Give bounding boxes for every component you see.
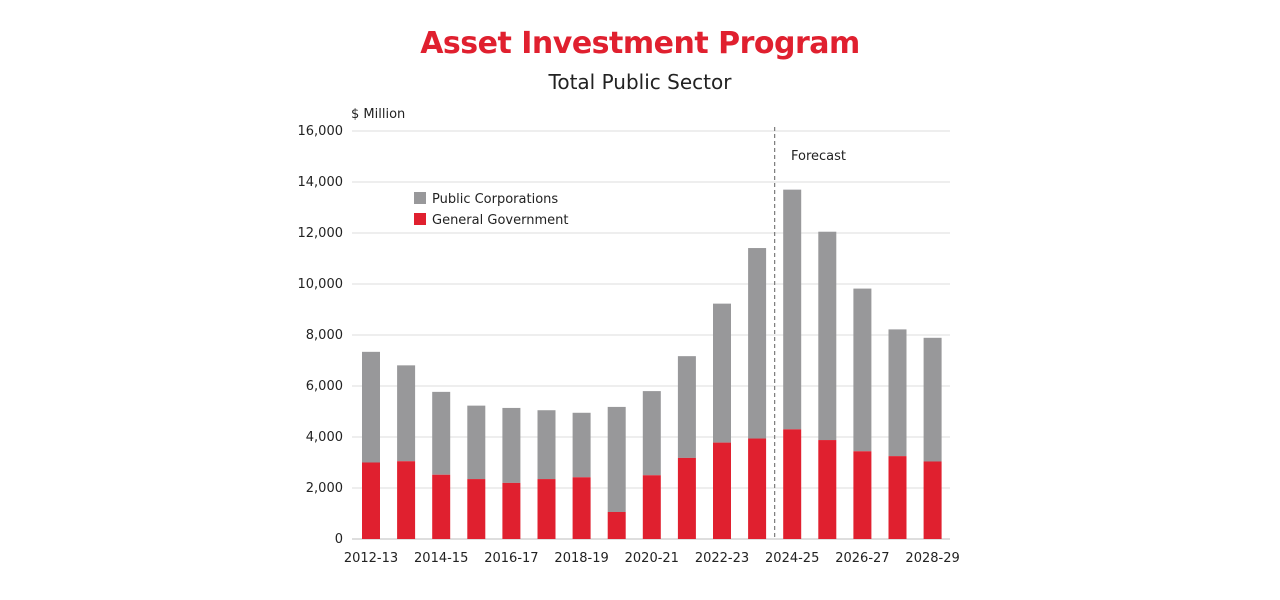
bar-public-corporations: [642, 391, 661, 476]
x-tick-label: 2022-23: [695, 551, 749, 566]
chart-title: Asset Investment Program: [420, 26, 860, 61]
y-tick-label: 14,000: [298, 175, 344, 190]
chart-subtitle: Total Public Sector: [548, 70, 732, 94]
y-tick-label: 0: [335, 532, 343, 547]
bar-general-government: [748, 438, 767, 539]
bar-general-government: [572, 477, 591, 539]
legend-swatch-general-government: [414, 213, 426, 225]
bar-public-corporations: [607, 406, 626, 512]
x-tick-label: 2024-25: [765, 551, 819, 566]
legend-label-public-corporations: Public Corporations: [432, 192, 558, 207]
bar-public-corporations: [853, 288, 872, 452]
bar-general-government: [502, 482, 521, 539]
bar-general-government: [783, 429, 802, 539]
bar-public-corporations: [397, 365, 416, 462]
bar-general-government: [607, 511, 626, 539]
bar-public-corporations: [502, 407, 521, 483]
bar-general-government: [888, 456, 907, 539]
bar-public-corporations: [888, 329, 907, 457]
x-tick-label: 2018-19: [554, 551, 608, 566]
y-tick-label: 10,000: [298, 277, 344, 292]
bar-public-corporations: [572, 412, 591, 478]
bar-public-corporations: [467, 405, 486, 480]
bar-public-corporations: [923, 337, 942, 462]
bar-general-government: [677, 457, 696, 539]
x-tick-label: 2016-17: [484, 551, 538, 566]
y-axis-label: $ Million: [351, 107, 405, 122]
bar-general-government: [397, 461, 416, 539]
y-tick-label: 6,000: [306, 379, 343, 394]
bar-public-corporations: [748, 248, 767, 439]
y-tick-label: 4,000: [306, 430, 343, 445]
x-tick-label: 2014-15: [414, 551, 468, 566]
x-tick-label: 2026-27: [835, 551, 889, 566]
bar-public-corporations: [713, 303, 731, 443]
forecast-annotation: Forecast: [791, 149, 846, 164]
legend-swatch-public-corporations: [414, 192, 426, 204]
bar-general-government: [362, 462, 380, 539]
bar-general-government: [923, 461, 942, 539]
bar-public-corporations: [537, 410, 556, 480]
y-tick-label: 2,000: [306, 481, 343, 496]
bar-general-government: [642, 475, 661, 539]
bar-public-corporations: [783, 189, 802, 430]
x-tick-label: 2028-29: [905, 551, 959, 566]
legend-label-general-government: General Government: [432, 213, 568, 228]
bar-public-corporations: [677, 356, 696, 458]
bar-general-government: [818, 440, 837, 539]
y-tick-label: 12,000: [298, 226, 344, 241]
legend: Public Corporations General Government: [414, 192, 568, 228]
y-tick-label: 16,000: [298, 124, 344, 139]
bar-general-government: [432, 474, 451, 539]
bar-general-government: [537, 479, 556, 539]
bar-public-corporations: [818, 231, 837, 441]
bar-general-government: [713, 442, 731, 539]
bar-general-government: [853, 451, 872, 539]
x-tick-label: 2012-13: [344, 551, 398, 566]
bar-public-corporations: [362, 351, 380, 463]
x-tick-label: 2020-21: [625, 551, 679, 566]
bar-general-government: [467, 479, 486, 539]
y-tick-label: 8,000: [306, 328, 343, 343]
bar-public-corporations: [432, 391, 451, 475]
